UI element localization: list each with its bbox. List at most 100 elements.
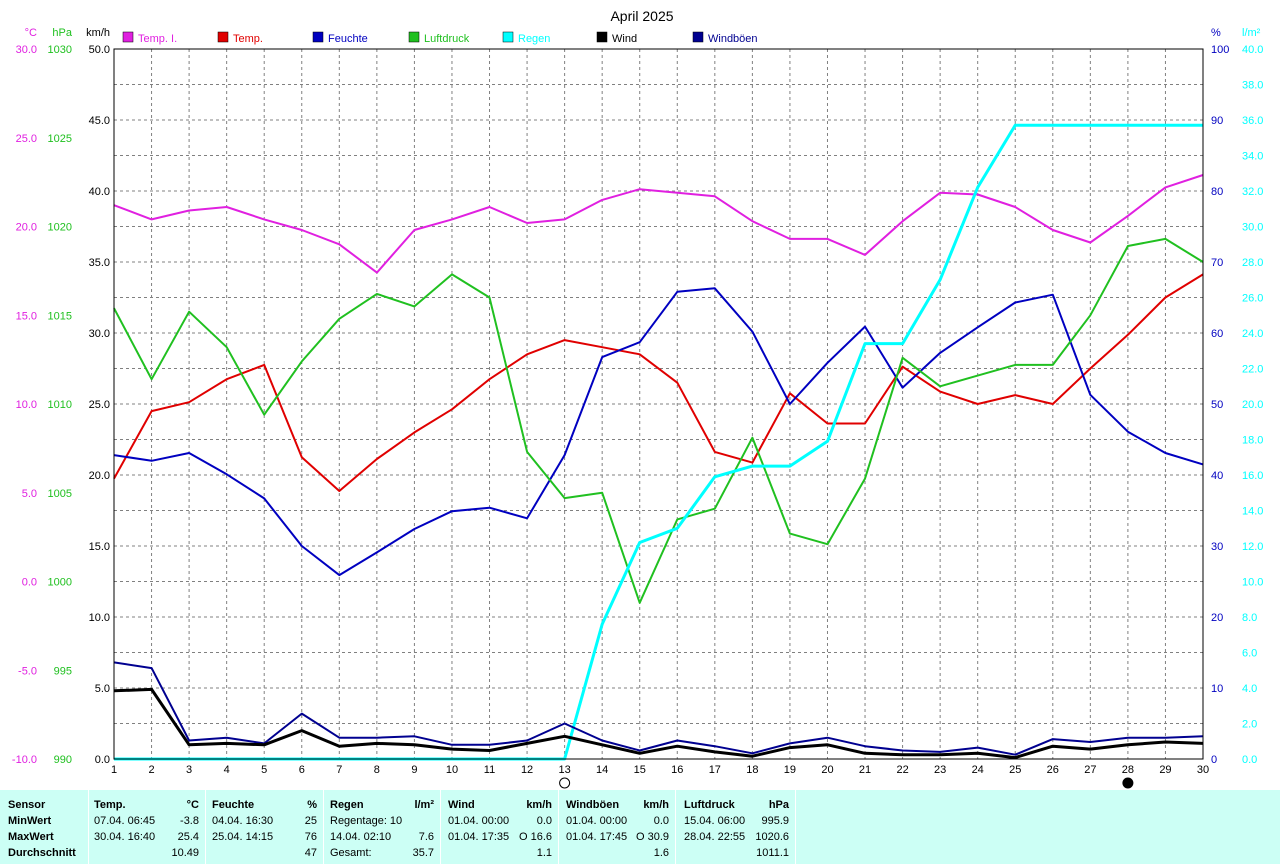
wind-tick-label: 30.0: [89, 328, 110, 340]
humidity-tick-label: 70: [1211, 257, 1223, 269]
stats-wind-min-date: 01.04. 00:00: [448, 815, 510, 827]
x-tick-label: 24: [972, 764, 984, 776]
stats-labels-column: Sensor MinWert MaxWert Durchschnitt: [0, 790, 89, 864]
wind-tick-label: 15.0: [89, 541, 110, 553]
humidity-tick-label: 100: [1211, 44, 1229, 56]
stats-humidity-max-value: 76: [304, 831, 317, 843]
stats-gust-avg: 1.6: [653, 847, 669, 859]
stats-wind: Wind km/h 01.04. 00:00 0.0 01.04. 17:35 …: [440, 790, 559, 864]
rain-tick-label: 38.0: [1242, 80, 1263, 92]
wind-tick-label: 25.0: [89, 399, 110, 411]
rain-tick-label: 14.0: [1242, 506, 1263, 518]
series-line-luftdruck: [113, 237, 1204, 604]
chart-title: April 2025: [610, 8, 673, 24]
x-tick-label: 13: [558, 764, 570, 776]
temp-tick-label: -5.0: [18, 665, 37, 677]
pressure-tick-label: 1025: [48, 133, 72, 145]
wind-tick-label: 5.0: [95, 683, 110, 695]
pressure-tick-label: 1000: [48, 577, 72, 589]
legend-label: Luftdruck: [424, 33, 470, 45]
stats-temp-avg: 10.49: [171, 847, 199, 859]
pressure-axis-unit: hPa: [52, 27, 72, 39]
humidity-tick-label: 10: [1211, 683, 1223, 695]
temp-axis-unit: °C: [25, 27, 37, 39]
rain-tick-label: 12.0: [1242, 541, 1263, 553]
rain-tick-label: 30.0: [1242, 222, 1263, 234]
stats-row-max: MaxWert: [8, 831, 54, 843]
temp-tick-label: 10.0: [16, 399, 37, 411]
x-tick-label: 4: [224, 764, 230, 776]
chart-legend: Temp. I. Temp. Feuchte Luftdruck Regen Wind Wi…: [122, 31, 758, 45]
x-tick-label: 29: [1159, 764, 1171, 776]
pressure-tick-label: 995: [54, 665, 72, 677]
rain-tick-label: 10.0: [1242, 577, 1263, 589]
stats-temp-title: Temp.: [94, 799, 126, 811]
rain-tick-label: 40.0: [1242, 44, 1263, 56]
stats-pressure-max-value: 1020.6: [755, 831, 789, 843]
moon-phase-markers: [559, 777, 1134, 789]
temp-tick-label: 20.0: [16, 222, 37, 234]
stats-gust-min-value: 0.0: [653, 815, 669, 827]
rain-tick-label: 2.0: [1242, 719, 1257, 731]
stats-rain-unit: l/m²: [414, 799, 434, 811]
x-tick-label: 5: [261, 764, 267, 776]
pressure-tick-label: 990: [54, 754, 72, 766]
stats-row-min: MinWert: [8, 815, 52, 827]
x-tick-label: 22: [896, 764, 908, 776]
series-line-temp-i-: [113, 174, 1204, 274]
series-line-temp-: [113, 273, 1204, 492]
series-line-wind: [113, 687, 1204, 760]
temp-tick-label: 5.0: [22, 488, 37, 500]
stats-temp-min-date: 07.04. 06:45: [94, 815, 156, 827]
stats-rain: Regen l/m² Regentage: 10 14.04. 02:10 7.…: [323, 790, 441, 864]
stats-pressure-unit: hPa: [768, 799, 789, 811]
legend-swatch: [692, 31, 704, 43]
x-tick-label: 25: [1009, 764, 1021, 776]
x-tick-label: 6: [299, 764, 305, 776]
rain-tick-label: 6.0: [1242, 648, 1257, 660]
temp-tick-label: 25.0: [16, 133, 37, 145]
wind-tick-label: 40.0: [89, 186, 110, 198]
x-tick-label: 21: [859, 764, 871, 776]
series-line-feuchte: [113, 287, 1204, 577]
wind-tick-label: 0.0: [95, 754, 110, 766]
legend-swatch: [502, 31, 514, 43]
stats-rain-days: Regentage: 10: [330, 815, 403, 827]
stats-wind-avg: 1.1: [536, 847, 552, 859]
stats-rain-max-value: 7.6: [418, 831, 434, 843]
legend-label: Temp. I.: [138, 33, 177, 45]
x-tick-label: 8: [374, 764, 380, 776]
temp-tick-label: 30.0: [16, 44, 37, 56]
weather-chart: April 2025 Temp. I. Temp. Feuchte Luftdruck…: [12, 8, 1263, 789]
x-tick-label: 3: [186, 764, 192, 776]
rain-tick-label: 4.0: [1242, 683, 1257, 695]
moon-full-icon: [559, 777, 571, 789]
x-tick-label: 7: [336, 764, 342, 776]
humidity-tick-label: 80: [1211, 186, 1223, 198]
wind-tick-label: 10.0: [89, 612, 110, 624]
stats-rain-title: Regen: [330, 799, 364, 811]
temp-tick-label: 15.0: [16, 310, 37, 322]
stats-humidity-unit: %: [307, 799, 317, 811]
x-tick-label: 10: [446, 764, 458, 776]
rain-tick-label: 22.0: [1242, 364, 1263, 376]
stats-gust-title: Windböen: [566, 799, 620, 811]
legend-swatch: [596, 31, 608, 43]
x-tick-label: 15: [634, 764, 646, 776]
legend-swatch: [122, 31, 134, 43]
stats-humidity-min-value: 25: [304, 815, 317, 827]
pressure-tick-label: 1005: [48, 488, 72, 500]
humidity-tick-label: 0: [1211, 754, 1217, 766]
chart-series: [113, 123, 1204, 761]
x-tick-label: 18: [746, 764, 758, 776]
rain-tick-label: 20.0: [1242, 399, 1263, 411]
rain-tick-label: 36.0: [1242, 115, 1263, 127]
x-tick-label: 9: [411, 764, 417, 776]
humidity-tick-label: 30: [1211, 541, 1223, 553]
stats-gust-max-date: 01.04. 17:45: [566, 831, 628, 843]
rain-tick-label: 8.0: [1242, 612, 1257, 624]
stats-gust-min-date: 01.04. 00:00: [566, 815, 628, 827]
x-tick-label: 26: [1047, 764, 1059, 776]
rain-tick-label: 26.0: [1242, 293, 1263, 305]
x-tick-label: 2: [148, 764, 154, 776]
